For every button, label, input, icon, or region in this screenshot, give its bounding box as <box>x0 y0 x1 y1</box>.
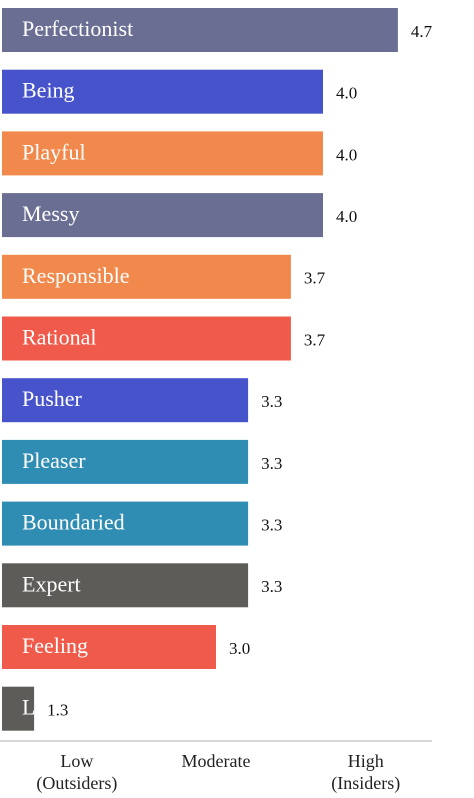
bar <box>2 439 249 484</box>
bar <box>2 686 35 731</box>
bar <box>2 316 291 361</box>
category-label: Responsible <box>22 263 130 288</box>
bar <box>2 69 323 114</box>
value-label: 3.3 <box>261 392 282 411</box>
bar <box>2 131 323 176</box>
category-label: L <box>22 695 35 720</box>
value-label: 1.3 <box>47 701 68 720</box>
category-label: Playful <box>22 139 86 164</box>
category-label: Perfectionist <box>22 16 133 41</box>
bar <box>2 254 291 299</box>
value-label: 4.7 <box>411 22 433 41</box>
value-label: 3.7 <box>304 330 326 349</box>
category-label: Boundaried <box>22 510 125 535</box>
value-label: 3.3 <box>261 516 282 535</box>
category-label: Rational <box>22 325 97 350</box>
bar <box>2 501 249 546</box>
value-label: 4.0 <box>336 207 357 226</box>
bar <box>2 563 249 608</box>
x-tick-label: Low (Outsiders) <box>36 751 118 793</box>
value-label: 3.7 <box>304 269 326 288</box>
x-tick-label: Moderate <box>181 751 251 771</box>
bar <box>2 625 216 669</box>
x-tick-label: High (Insiders) <box>331 751 401 793</box>
category-label: Pleaser <box>22 448 86 473</box>
value-label: 4.0 <box>336 145 357 164</box>
bar <box>2 378 249 423</box>
category-label: Being <box>22 78 75 103</box>
category-label: Pusher <box>22 386 83 411</box>
bar <box>2 193 323 238</box>
value-label: 4.0 <box>336 84 357 103</box>
value-label: 3.3 <box>261 454 282 473</box>
value-label: 3.3 <box>261 577 282 596</box>
category-label: Feeling <box>22 633 88 658</box>
category-label: Expert <box>22 571 81 596</box>
category-label: Messy <box>22 201 79 226</box>
value-label: 3.0 <box>229 639 250 658</box>
bar <box>2 8 398 52</box>
